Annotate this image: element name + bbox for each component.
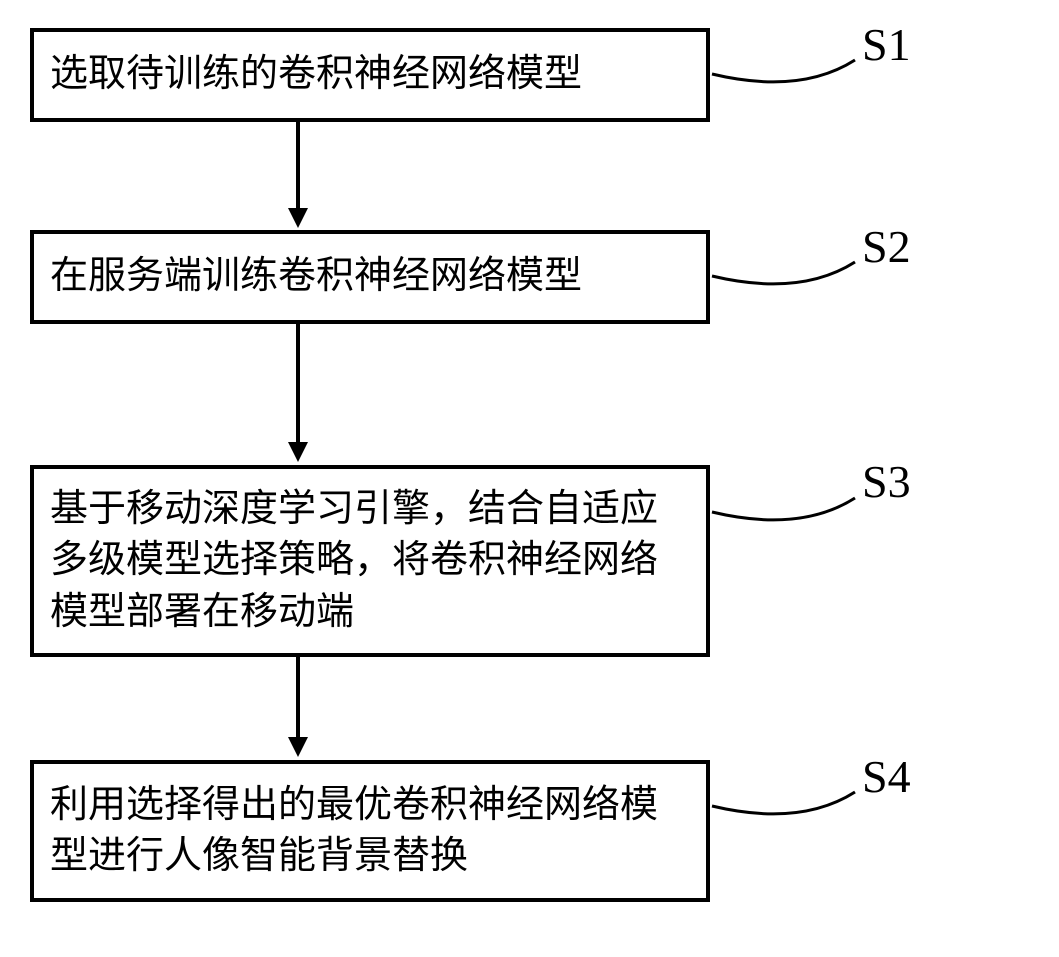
step-s2-label: S2 — [862, 220, 911, 273]
step-s3-text: 基于移动深度学习引擎，结合自适应多级模型选择策略，将卷积神经网络模型部署在移动端 — [50, 484, 690, 638]
step-s4-box: 利用选择得出的最优卷积神经网络模型进行人像智能背景替换 — [30, 760, 710, 902]
step-s1-text: 选取待训练的卷积神经网络模型 — [50, 49, 582, 100]
step-s2-box: 在服务端训练卷积神经网络模型 — [30, 230, 710, 324]
step-s3-box: 基于移动深度学习引擎，结合自适应多级模型选择策略，将卷积神经网络模型部署在移动端 — [30, 465, 710, 657]
step-s4-text: 利用选择得出的最优卷积神经网络模型进行人像智能背景替换 — [50, 780, 690, 883]
arrow-s2-s3-head — [288, 442, 308, 462]
arrow-s2-s3-line — [296, 324, 300, 444]
step-s4-label: S4 — [862, 750, 911, 803]
step-s1-box: 选取待训练的卷积神经网络模型 — [30, 28, 710, 122]
flowchart-container: 选取待训练的卷积神经网络模型 S1 在服务端训练卷积神经网络模型 S2 基于移动… — [0, 0, 1059, 957]
step-s3-label: S3 — [862, 455, 911, 508]
arrow-s1-s2-line — [296, 122, 300, 210]
arrow-s1-s2-head — [288, 208, 308, 228]
arrow-s3-s4-head — [288, 737, 308, 757]
arrow-s3-s4-line — [296, 657, 300, 739]
step-s2-text: 在服务端训练卷积神经网络模型 — [50, 251, 582, 302]
step-s1-label: S1 — [862, 18, 911, 71]
